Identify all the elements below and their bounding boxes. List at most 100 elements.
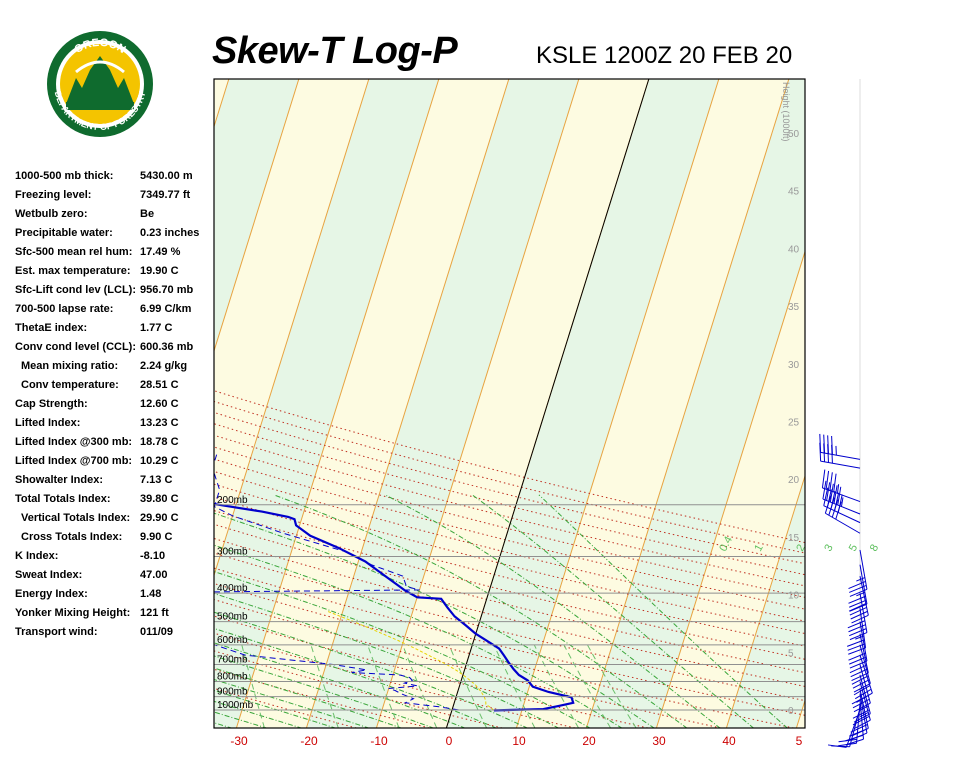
wind-barb-shaft (859, 699, 864, 740)
moist-adiabat (214, 722, 233, 728)
isotherm-band (0, 79, 159, 728)
mixing-ratio-line (367, 645, 400, 728)
wind-barb-feather (827, 435, 829, 454)
index-value: 10.29 C (140, 455, 179, 467)
wind-barb-feather (855, 635, 865, 640)
index-row: 700-500 lapse rate: 6.99 C/km (15, 302, 215, 321)
index-label: Mean mixing ratio: (21, 360, 119, 372)
wind-barb-feather (859, 712, 869, 718)
wind-barb-feather (853, 685, 871, 696)
index-row: Wetbulb zero: Be (15, 207, 215, 226)
wind-barb-feather (852, 698, 870, 709)
dewpoint-line (214, 451, 460, 711)
index-value: Be (140, 208, 155, 220)
stability-indices-panel: 1000-500 mb thick: 5430.00 m Freezing leve… (15, 169, 215, 644)
index-label: Sweat Index: (15, 569, 83, 581)
wind-barb-feather (823, 434, 826, 454)
isotherm-band (446, 79, 719, 728)
index-label: Vertical Totals Index: (21, 512, 131, 524)
isobar-label: 300mb (217, 546, 248, 557)
isobar-label: 200mb (217, 495, 248, 506)
wind-barb-feather (851, 672, 869, 682)
index-row: Est. max temperature: 19.90 C (15, 264, 215, 283)
index-row: Vertical Totals Index: 29.90 C (15, 511, 215, 530)
index-value: 39.80 C (140, 493, 179, 505)
isotherm-line (795, 698, 805, 728)
wind-barb-feather (850, 724, 868, 733)
isotherm-line (866, 79, 960, 728)
moist-adiabat (214, 512, 655, 728)
index-value: 1.77 C (140, 322, 173, 334)
wind-barb-shaft (859, 674, 871, 714)
index-value: 600.36 mb (140, 341, 194, 353)
index-label: Wetbulb zero: (15, 208, 88, 220)
wind-barb-feather (829, 472, 833, 491)
wind-barb-shaft (820, 451, 861, 460)
index-value: -8.10 (140, 550, 166, 562)
isotherm-band (376, 79, 649, 728)
mixing-ratio-label: 3 (822, 543, 835, 554)
height-tick-label: 50 (788, 129, 800, 140)
index-label: Conv cond level (CCL): (15, 341, 137, 353)
wind-barb-feather (850, 610, 868, 620)
isotherm-band (236, 79, 509, 728)
height-tick-label: 40 (788, 244, 800, 255)
wind-barb-shaft (822, 498, 861, 515)
wind-barb-feather (821, 469, 826, 488)
index-row: Total Totals Index: 39.80 C (15, 492, 215, 511)
index-label: Lifted Index @300 mb: (15, 436, 133, 448)
wind-barb (848, 564, 868, 612)
isotherm-band (866, 79, 960, 728)
index-label: Cap Strength: (15, 398, 88, 410)
isotherm-band (0, 79, 19, 728)
index-label: Yonker Mixing Height: (15, 607, 131, 619)
moist-adiabat (214, 690, 337, 728)
mixing-ratio-line (493, 645, 536, 728)
wind-barb-feather (856, 577, 866, 582)
wind-barb-feather (849, 732, 868, 741)
height-tick-label: 15 (788, 533, 800, 544)
index-value: 19.90 C (140, 265, 179, 277)
wind-barb-feather (829, 483, 834, 503)
temperature-line (214, 502, 575, 712)
moist-adiabat (214, 627, 498, 728)
moist-adiabat (273, 494, 688, 728)
wind-barb-feather (847, 620, 866, 629)
wind-barb-shaft (859, 621, 868, 662)
index-row: Sfc-500 mean rel hum: 17.49 % (15, 245, 215, 264)
index-row: Lifted Index @700 mb: 10.29 C (15, 454, 215, 473)
wind-barb-shaft (859, 644, 871, 684)
wind-barb-feather (849, 664, 867, 674)
wind-barb-feather (852, 709, 870, 719)
index-row: Sweat Index: 47.00 (15, 568, 215, 587)
index-row: Precipitable water: 0.23 inches (15, 226, 215, 245)
wind-barb-feather (849, 588, 868, 597)
wind-barb-shaft (825, 512, 861, 534)
wind-barb-feather (822, 480, 827, 500)
index-row: Conv cond level (CCL): 600.36 mb (15, 340, 215, 359)
isotherm-line (214, 79, 230, 129)
plot-frame (213, 78, 806, 729)
x-tick-label: -10 (370, 734, 388, 748)
wind-barb-feather (830, 490, 836, 510)
wind-barb-feather (849, 632, 868, 641)
index-label: Freezing level: (15, 189, 92, 201)
isotherm-band (796, 700, 805, 728)
wind-barb-feather (848, 647, 866, 655)
index-row: Freezing level: 7349.77 ft (15, 188, 215, 207)
height-tick-label: 45 (788, 187, 800, 198)
isotherm-line (655, 249, 805, 728)
wind-barb-feather (831, 745, 850, 748)
index-value: 9.90 C (140, 531, 173, 543)
wind-barb-feather (847, 639, 865, 647)
index-row: Lifted Index: 13.23 C (15, 416, 215, 435)
x-tick-label: 40 (722, 734, 736, 748)
index-row: Showalter Index: 7.13 C (15, 473, 215, 492)
index-label: Conv temperature: (21, 379, 119, 391)
isotherm-band (0, 79, 89, 728)
wind-barb-feather (853, 702, 871, 713)
dry-adiabat (214, 446, 805, 598)
mixing-ratio-label: 1 (752, 543, 765, 554)
wind-barb-feather (840, 497, 844, 507)
